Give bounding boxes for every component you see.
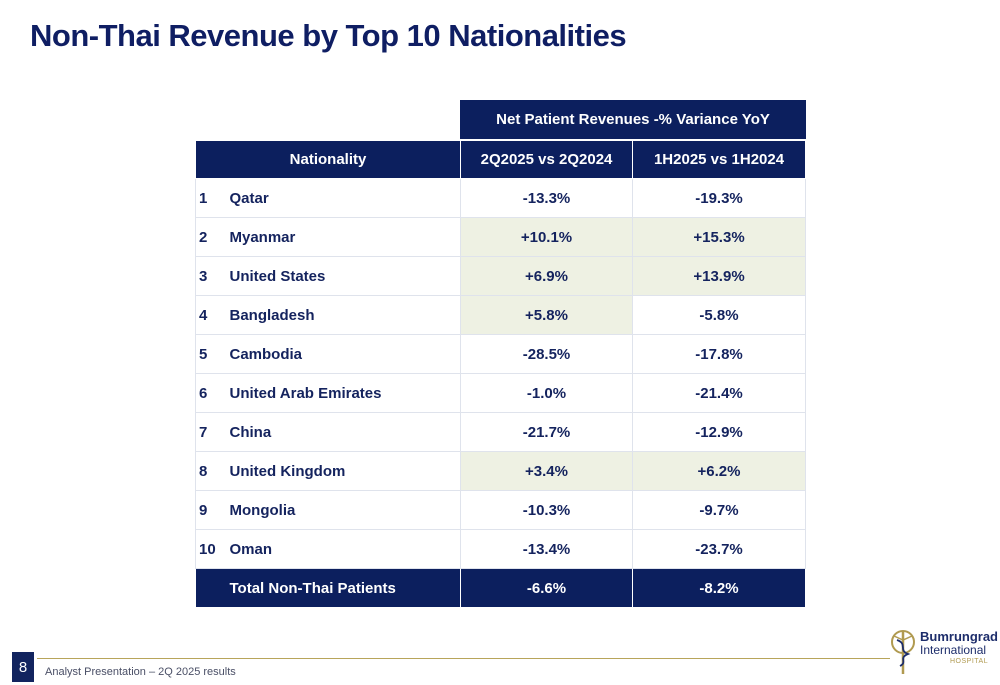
nationality-cell: Mongolia [229, 490, 461, 530]
page-title: Non-Thai Revenue by Top 10 Nationalities [30, 18, 627, 53]
quarter-variance-cell: -28.5% [460, 334, 633, 374]
half-year-variance-cell: +13.9% [631, 256, 807, 296]
footer-text: Analyst Presentation – 2Q 2025 results [45, 666, 236, 678]
total-quarter-variance-cell: -6.6% [460, 568, 633, 608]
rank-cell: 6 [195, 373, 230, 413]
quarter-variance-cell: +5.8% [460, 295, 633, 335]
table-row: 8 United Kingdom +3.4% +6.2% [195, 451, 807, 491]
rank-cell: 5 [195, 334, 230, 374]
table-row: 2 Myanmar +10.1% +15.3% [195, 217, 807, 257]
table-row: 10 Oman -13.4% -23.7% [195, 529, 807, 569]
table-row: 1 Qatar -13.3% -19.3% [195, 178, 807, 218]
variance-super-header: Net Patient Revenues -% Variance YoY [459, 100, 807, 140]
nationality-cell: Myanmar [229, 217, 461, 257]
nationality-cell: United Kingdom [229, 451, 461, 491]
half-year-variance-header: 1H2025 vs 1H2024 [631, 138, 807, 179]
quarter-variance-cell: -13.3% [460, 178, 633, 218]
empty-header-cell [196, 101, 461, 140]
nationality-cell: Cambodia [229, 334, 461, 374]
half-year-variance-cell: -17.8% [631, 334, 807, 374]
table-row: 3 United States +6.9% +13.9% [195, 256, 807, 296]
nationality-cell: China [229, 412, 461, 452]
footer-divider [37, 658, 890, 659]
rank-cell: 2 [195, 217, 230, 257]
hospital-logo: Bumrungrad International HOSPITAL [888, 628, 998, 680]
total-rank-cell [195, 568, 230, 608]
nationality-revenue-table: Net Patient Revenues -% Variance YoY Nat… [195, 100, 807, 608]
caduceus-emblem-icon [891, 630, 915, 674]
nationality-header: Nationality [195, 138, 461, 179]
half-year-variance-cell: -19.3% [631, 178, 807, 218]
quarter-variance-cell: -10.3% [460, 490, 633, 530]
half-year-variance-cell: -5.8% [631, 295, 807, 335]
table-row: 6 United Arab Emirates -1.0% -21.4% [195, 373, 807, 413]
nationality-cell: United States [229, 256, 461, 296]
nationality-cell: Qatar [229, 178, 461, 218]
half-year-variance-cell: +6.2% [631, 451, 807, 491]
table-header-row: Nationality 2Q2025 vs 2Q2024 1H2025 vs 1… [195, 138, 807, 179]
table-row: 7 China -21.7% -12.9% [195, 412, 807, 452]
logo-line-3: HOSPITAL [950, 658, 989, 665]
half-year-variance-cell: -23.7% [631, 529, 807, 569]
total-label-cell: Total Non-Thai Patients [229, 568, 461, 608]
half-year-variance-cell: -21.4% [631, 373, 807, 413]
half-year-variance-cell: -9.7% [631, 490, 807, 530]
rank-cell: 7 [195, 412, 230, 452]
logo-line-1: Bumrungrad [920, 629, 998, 644]
quarter-variance-cell: +3.4% [460, 451, 633, 491]
total-half-year-variance-cell: -8.2% [631, 568, 807, 608]
logo-line-2: International [920, 643, 987, 657]
rank-cell: 10 [195, 529, 230, 569]
nationality-cell: United Arab Emirates [229, 373, 461, 413]
quarter-variance-cell: -1.0% [460, 373, 633, 413]
nationality-cell: Bangladesh [229, 295, 461, 335]
nationality-cell: Oman [229, 529, 461, 569]
quarter-variance-cell: -13.4% [460, 529, 633, 569]
quarter-variance-header: 2Q2025 vs 2Q2024 [460, 138, 633, 179]
page-number: 8 [12, 652, 34, 682]
rank-cell: 4 [195, 295, 230, 335]
quarter-variance-cell: -21.7% [460, 412, 633, 452]
table-row: 4 Bangladesh +5.8% -5.8% [195, 295, 807, 335]
half-year-variance-cell: -12.9% [631, 412, 807, 452]
rank-cell: 9 [195, 490, 230, 530]
quarter-variance-cell: +6.9% [460, 256, 633, 296]
rank-cell: 1 [195, 178, 230, 218]
quarter-variance-cell: +10.1% [460, 217, 633, 257]
rank-cell: 8 [195, 451, 230, 491]
half-year-variance-cell: +15.3% [631, 217, 807, 257]
table-row: 9 Mongolia -10.3% -9.7% [195, 490, 807, 530]
table-row: 5 Cambodia -28.5% -17.8% [195, 334, 807, 374]
total-row: Total Non-Thai Patients -6.6% -8.2% [195, 568, 807, 608]
table-super-header-row: Net Patient Revenues -% Variance YoY [196, 100, 807, 140]
rank-cell: 3 [195, 256, 230, 296]
